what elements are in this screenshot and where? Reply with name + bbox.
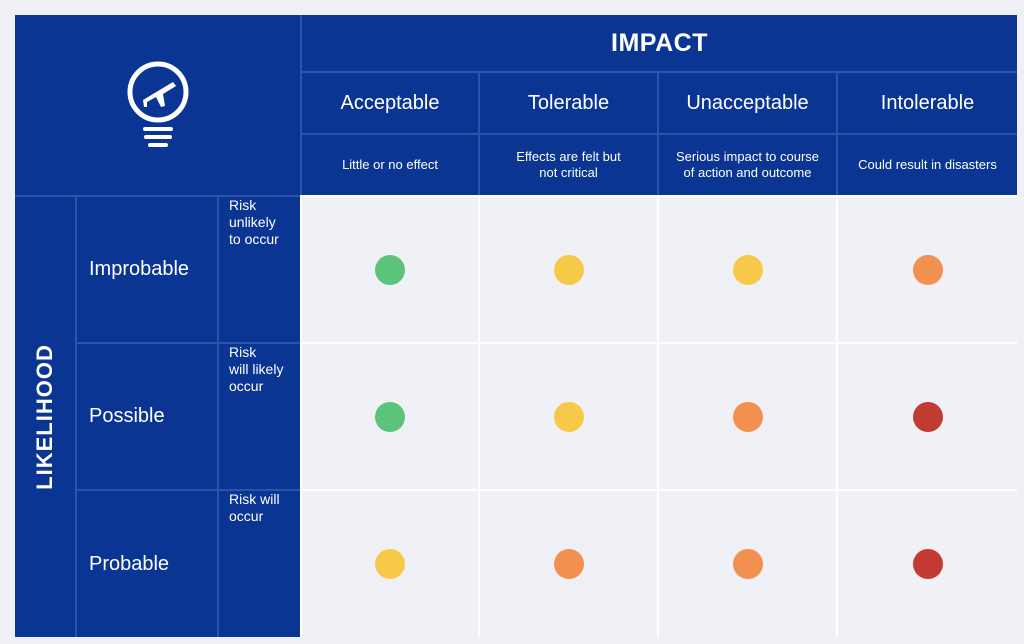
risk-dot [553, 254, 584, 285]
impact-desc-line: not critical [539, 165, 598, 180]
risk-cell [657, 342, 836, 489]
risk-cell [657, 195, 836, 342]
impact-col-desc: Serious impact to course of action and o… [657, 133, 836, 195]
likelihood-desc-line: occur [229, 378, 264, 394]
lightbulb-airplane-icon [127, 61, 188, 147]
risk-cell [836, 342, 1017, 489]
risk-cell [300, 195, 478, 342]
likelihood-row-title: Improbable [75, 195, 217, 342]
risk-dot [732, 254, 763, 285]
likelihood-row-desc: Risk unlikely to occur [217, 195, 300, 342]
risk-cell [836, 195, 1017, 342]
impact-col-title: Intolerable [836, 71, 1017, 133]
risk-dot [375, 549, 405, 579]
risk-dot [912, 549, 943, 579]
likelihood-row-title: Probable [75, 489, 217, 637]
impact-desc-line: Serious impact to course [675, 149, 820, 164]
likelihood-label-text: LIKELIHOOD [32, 344, 58, 490]
likelihood-desc-line: Risk will [229, 491, 280, 507]
likelihood-desc-line: occur [229, 508, 264, 524]
risk-dot [375, 254, 405, 285]
impact-col-desc: Little or no effect [300, 133, 478, 195]
impact-desc-line: Effects are felt but [516, 149, 621, 164]
risk-dot [553, 549, 584, 579]
risk-cell [478, 342, 657, 489]
risk-cell [478, 195, 657, 342]
impact-col-title: Unacceptable [657, 71, 836, 133]
likelihood-desc-line: unlikely [229, 214, 276, 230]
impact-col-title: Tolerable [478, 71, 657, 133]
risk-cell [300, 489, 478, 637]
impact-col-desc: Could result in disasters [836, 133, 1017, 195]
likelihood-desc-line: will likely [229, 361, 284, 377]
impact-desc-line: of action and outcome [683, 165, 812, 180]
impact-header: IMPACT [300, 15, 1017, 71]
logo-cell [15, 15, 300, 195]
impact-desc-line: Could result in disasters [858, 157, 997, 172]
likelihood-desc-line: to occur [229, 231, 279, 247]
risk-cell [657, 489, 836, 637]
risk-dot [732, 549, 763, 579]
impact-col-title: Acceptable [300, 71, 478, 133]
risk-dot [912, 254, 943, 285]
likelihood-desc-line: Risk [229, 344, 257, 360]
risk-dot [912, 401, 943, 432]
risk-dot [732, 401, 763, 432]
impact-desc-line: Little or no effect [342, 157, 438, 172]
risk-dot [375, 401, 405, 432]
risk-matrix: IMPACT Acceptable Tolerable Unacceptable… [15, 15, 1017, 637]
risk-cell [478, 489, 657, 637]
risk-cell [836, 489, 1017, 637]
likelihood-label: LIKELIHOOD [15, 195, 75, 637]
risk-cell [300, 342, 478, 489]
likelihood-row-title: Possible [75, 342, 217, 489]
likelihood-row-desc: Risk will likely occur [217, 342, 300, 489]
likelihood-row-desc: Risk will occur [217, 489, 300, 637]
risk-dot [553, 401, 584, 432]
impact-col-desc: Effects are felt but not critical [478, 133, 657, 195]
likelihood-desc-line: Risk [229, 197, 257, 213]
